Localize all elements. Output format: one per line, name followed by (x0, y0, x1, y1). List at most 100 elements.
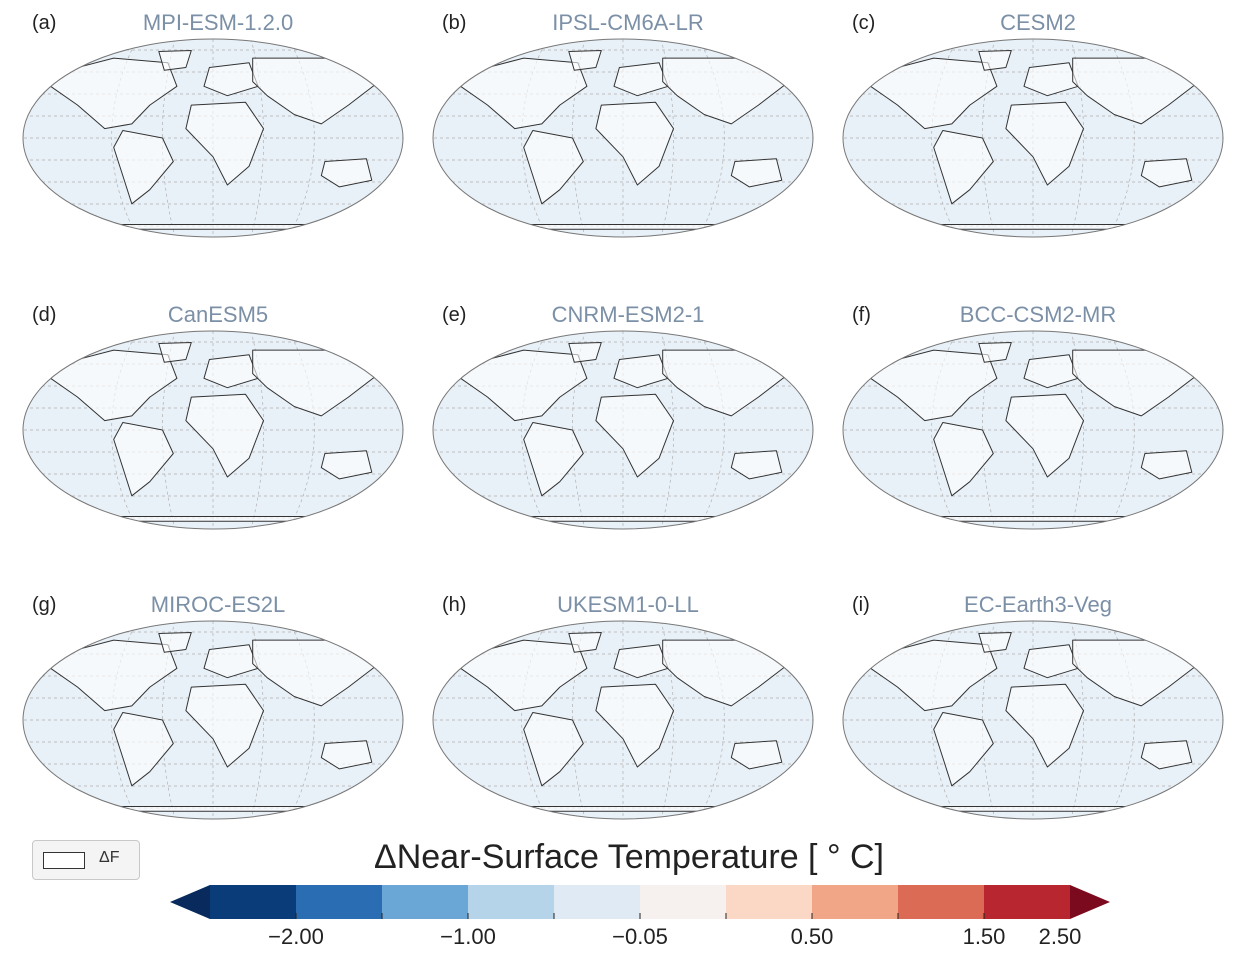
robinson-map (842, 620, 1224, 820)
map-panel-2: (b) IPSL-CM6A-LR (428, 10, 828, 242)
map-border (842, 38, 1224, 238)
panel-title: BCC-CSM2-MR (959, 302, 1117, 327)
robinson-map (432, 620, 814, 820)
map-panel-1: (a) MPI-ESM-1.2.0 (18, 10, 418, 242)
coastline-africa (595, 393, 674, 478)
robinson-map (432, 38, 814, 238)
panel-letter: (d) (32, 304, 57, 326)
map-border (432, 620, 814, 820)
coastline-australia (1140, 740, 1193, 770)
coastline-antarctica (478, 224, 768, 230)
coastline-greenland (978, 342, 1012, 363)
panel-letter: (f) (852, 304, 871, 326)
coastline-africa (185, 393, 264, 478)
colorbar-segment (296, 885, 383, 919)
map-panel-7: (g) MIROC-ES2L (18, 592, 418, 824)
map-border (842, 330, 1224, 530)
coastline-south-america (113, 130, 174, 205)
robinson-map (432, 330, 814, 530)
panel-letter: (h) (442, 594, 467, 616)
map-border (432, 38, 814, 238)
map-panel-9: (i) EC-Earth3-Veg (838, 592, 1238, 824)
robinson-map (22, 620, 404, 820)
map-border (22, 330, 404, 530)
legend-swatch-delta-f (43, 852, 85, 869)
colorbar-title: ΔNear-Surface Temperature [ ° C] (374, 838, 884, 876)
panel-letter: (g) (32, 594, 57, 616)
coastline-antarctica (888, 806, 1178, 812)
colorbar-segment (382, 885, 469, 919)
colorbar-tick-label: −2.00 (268, 924, 324, 949)
map-panel-8: (h) UKESM1-0-LL (428, 592, 828, 824)
coastline-north-america (870, 57, 998, 130)
robinson-map (22, 38, 404, 238)
panel-letter: (i) (852, 594, 870, 616)
coastline-south-america (523, 422, 584, 497)
robinson-map (842, 330, 1224, 530)
coastline-north-america (870, 639, 998, 712)
map-border (432, 330, 814, 530)
map-panel-3: (c) CESM2 (838, 10, 1238, 242)
coastline-africa (185, 683, 264, 768)
map-border (22, 620, 404, 820)
colorbar-tick-label: 0.50 (790, 924, 834, 949)
colorbar-segment (554, 885, 641, 919)
panel-title: MIROC-ES2L (150, 592, 286, 617)
coastline-australia (1140, 450, 1193, 480)
coastline-europe (1023, 354, 1079, 389)
coastline-australia (730, 740, 783, 770)
map-panel-5: (e) CNRM-ESM2-1 (428, 302, 828, 534)
coastline-australia (320, 740, 373, 770)
coastline-australia (730, 158, 783, 188)
colorbar-segment (984, 885, 1071, 919)
coastline-north-america (870, 349, 998, 422)
colorbar-segment (726, 885, 813, 919)
coastline-greenland (158, 50, 192, 71)
colorbar-tick-label: −1.00 (440, 924, 496, 949)
colorbar-segment (210, 885, 297, 919)
coastline-antarctica (68, 516, 358, 522)
coastline-greenland (568, 50, 602, 71)
panel-title: UKESM1-0-LL (557, 592, 699, 617)
coastline-greenland (978, 632, 1012, 653)
colorbar-under-arrow (170, 885, 210, 919)
coastline-south-america (933, 422, 994, 497)
panel-title: IPSL-CM6A-LR (552, 10, 704, 35)
coastline-north-america (50, 57, 178, 130)
coastline-australia (320, 158, 373, 188)
coastline-africa (595, 683, 674, 768)
coastline-antarctica (888, 224, 1178, 230)
coastline-antarctica (68, 806, 358, 812)
map-border (22, 38, 404, 238)
coastline-north-america (460, 639, 588, 712)
colorbar-over-arrow (1070, 885, 1110, 919)
colorbar-tick-label: 2.50 (1038, 924, 1082, 949)
coastline-europe (1023, 644, 1079, 679)
coastline-greenland (158, 342, 192, 363)
legend-label: ΔF (99, 849, 120, 866)
coastline-south-america (933, 130, 994, 205)
coastline-africa (185, 101, 264, 186)
colorbar-segment (640, 885, 727, 919)
coastline-south-america (933, 712, 994, 787)
coastline-north-america (460, 349, 588, 422)
coastline-europe (203, 644, 259, 679)
panel-title: CNRM-ESM2-1 (551, 302, 705, 327)
coastline-africa (1005, 101, 1084, 186)
coastline-north-america (50, 639, 178, 712)
coastline-south-america (113, 712, 174, 787)
coastline-africa (1005, 393, 1084, 478)
coastline-europe (613, 354, 669, 389)
coastline-europe (613, 62, 669, 97)
robinson-map (842, 38, 1224, 238)
coastline-europe (613, 644, 669, 679)
coastline-australia (730, 450, 783, 480)
map-border (842, 620, 1224, 820)
coastline-north-america (50, 349, 178, 422)
coastline-greenland (158, 632, 192, 653)
panel-title: CanESM5 (167, 302, 269, 327)
panel-letter: (b) (442, 12, 467, 34)
colorbar-segment (812, 885, 899, 919)
coastline-greenland (568, 632, 602, 653)
coastline-south-america (523, 712, 584, 787)
